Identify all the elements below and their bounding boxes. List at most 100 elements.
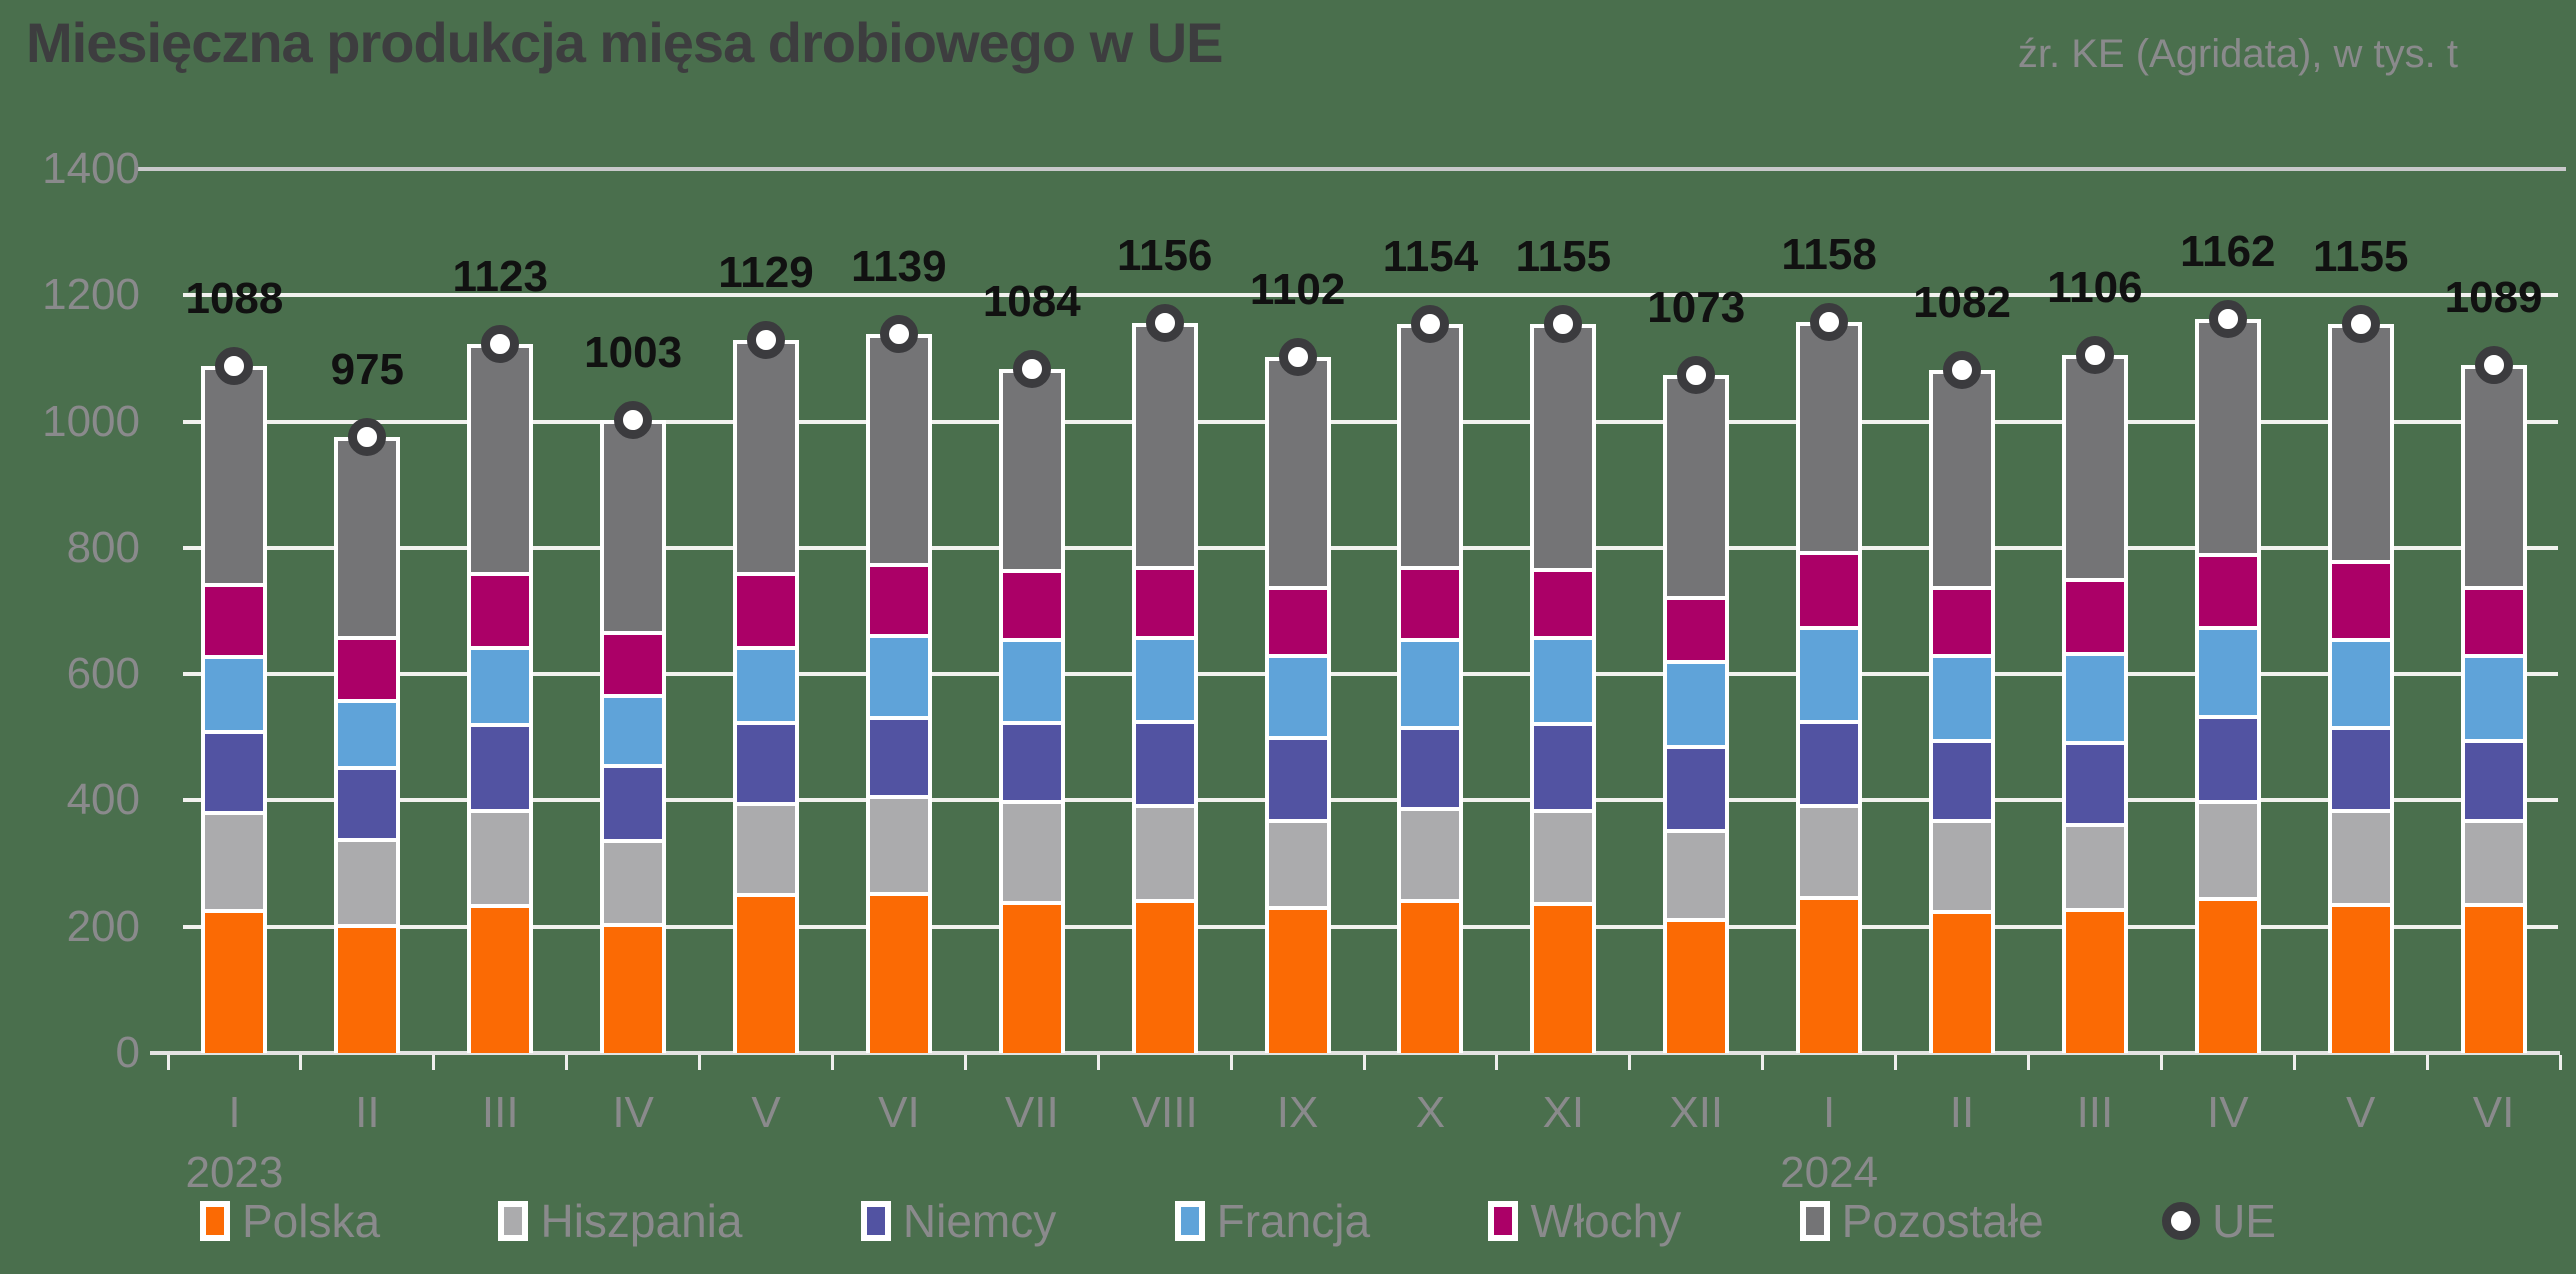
bar-segment-pozostale xyxy=(1667,379,1726,597)
ue-marker xyxy=(2208,300,2247,339)
bar-segment-niemcy xyxy=(1268,740,1327,820)
bar-value-label: 1082 xyxy=(1913,277,2011,327)
bar-segment-polska xyxy=(1534,906,1593,1053)
bar-segment-francja xyxy=(2065,656,2124,742)
bar-value-label: 1106 xyxy=(2047,262,2143,312)
x-tick xyxy=(565,1055,569,1070)
bar-segment-hiszpania xyxy=(1002,803,1061,901)
month-label-4: IV xyxy=(612,1088,654,1137)
bar-segment-hiszpania xyxy=(737,806,795,894)
bar-segment-pozostale xyxy=(869,337,928,564)
bar-segment-polska xyxy=(1933,913,1992,1053)
month-label-17: V xyxy=(2346,1088,2376,1137)
legend-item-ue: UE xyxy=(2162,1194,2276,1248)
bar-segment-niemcy xyxy=(604,767,663,839)
bar-segment-niemcy xyxy=(869,719,928,796)
x-tick xyxy=(698,1055,702,1070)
month-label-13: I xyxy=(1823,1088,1836,1137)
y-axis-label-1200: 1200 xyxy=(42,270,140,320)
bar-column-8: 1156 xyxy=(1098,169,1231,1053)
bar-segment-polska xyxy=(2198,901,2257,1053)
ue-marker xyxy=(614,400,653,439)
y-axis-label-800: 800 xyxy=(66,522,140,572)
gridline-600 xyxy=(183,672,2558,677)
bar-segment-hiszpania xyxy=(2464,823,2523,903)
bar-segment-wlochy xyxy=(1002,572,1061,639)
bar-segment-wlochy xyxy=(604,634,663,694)
bar-value-label: 1089 xyxy=(2444,273,2543,323)
year-label-2023: 2023 xyxy=(185,1148,284,1197)
x-tick xyxy=(2159,1055,2163,1070)
x-tick xyxy=(830,1055,834,1070)
bar-segment-niemcy xyxy=(1667,749,1726,830)
legend-swatch-icon xyxy=(1174,1201,1205,1241)
legend-swatch-icon xyxy=(1488,1201,1519,1241)
bar-segment-polska xyxy=(604,926,663,1053)
gridline-1000 xyxy=(183,419,2558,424)
stacked-bar xyxy=(2327,323,2394,1053)
bar-segment-pozostale xyxy=(1268,361,1327,586)
bar-segment-polska xyxy=(2331,906,2390,1053)
x-tick xyxy=(2558,1055,2562,1070)
bar-segment-francja xyxy=(1534,640,1593,723)
bar-segment-polska xyxy=(869,895,928,1053)
bar-value-label: 975 xyxy=(330,345,405,395)
bar-segment-pozostale xyxy=(604,423,663,631)
bar-segment-francja xyxy=(2198,629,2257,716)
legend-label: Hiszpania xyxy=(540,1195,743,1247)
bar-segment-niemcy xyxy=(471,726,530,810)
legend-swatch-icon xyxy=(200,1201,230,1241)
month-label-2: II xyxy=(355,1088,380,1137)
bar-column-6: 1139 xyxy=(832,169,965,1053)
bar-value-label: 1003 xyxy=(584,327,683,377)
x-tick xyxy=(2425,1055,2429,1070)
stacked-bar xyxy=(2194,319,2261,1053)
stacked-bar xyxy=(2061,354,2128,1053)
bar-segment-francja xyxy=(1667,664,1726,746)
stacked-bar xyxy=(1131,323,1198,1053)
legend-label: UE xyxy=(2212,1195,2276,1247)
ue-marker xyxy=(879,314,918,353)
ue-marker xyxy=(1411,305,1450,344)
bar-column-5: 1129 xyxy=(700,169,833,1053)
bar-segment-polska xyxy=(471,907,530,1053)
gridline-1200 xyxy=(183,293,2558,298)
month-label-14: II xyxy=(1949,1088,1975,1137)
bar-segment-pozostale xyxy=(1135,327,1194,567)
bar-segment-francja xyxy=(338,702,397,767)
bar-segment-niemcy xyxy=(1401,729,1460,808)
legend-label: Włochy xyxy=(1530,1195,1682,1247)
legend-label: Polska xyxy=(242,1195,381,1247)
bar-column-10: 1154 xyxy=(1364,169,1497,1053)
ue-marker xyxy=(1943,350,1982,389)
month-label-7: VII xyxy=(1004,1088,1059,1137)
bar-segment-hiszpania xyxy=(2198,803,2257,898)
y-axis-label-400: 400 xyxy=(66,775,140,825)
stacked-bar xyxy=(334,437,401,1053)
bar-segment-pozostale xyxy=(2198,323,2257,553)
bar-segment-pozostale xyxy=(1401,328,1460,567)
bar-segment-francja xyxy=(604,697,663,764)
stacked-bar xyxy=(733,340,799,1053)
x-tick xyxy=(2026,1055,2030,1070)
stacked-bar xyxy=(1929,369,1996,1053)
bar-segment-wlochy xyxy=(1534,572,1593,637)
month-label-3: III xyxy=(481,1088,519,1137)
bar-segment-francja xyxy=(2331,641,2390,726)
bar-columns: 1088 975 1123 1003 1129 1139 1084 1156 1102 1154 1… xyxy=(168,169,2560,1053)
x-tick xyxy=(2292,1055,2296,1070)
bar-segment-francja xyxy=(1135,640,1194,721)
bar-value-label: 1155 xyxy=(1515,231,1612,281)
bar-segment-niemcy xyxy=(2331,729,2390,810)
y-axis-label-1000: 1000 xyxy=(42,396,140,446)
bar-segment-francja xyxy=(1268,657,1327,736)
bar-segment-niemcy xyxy=(1933,742,1992,820)
x-tick xyxy=(1229,1055,1233,1070)
bar-segment-niemcy xyxy=(2464,742,2523,820)
bar-segment-hiszpania xyxy=(1933,823,1992,910)
bar-segment-wlochy xyxy=(205,586,264,656)
bar-segment-pozostale xyxy=(2464,369,2523,586)
bar-value-label: 1088 xyxy=(185,274,284,324)
ue-marker xyxy=(1278,338,1317,377)
